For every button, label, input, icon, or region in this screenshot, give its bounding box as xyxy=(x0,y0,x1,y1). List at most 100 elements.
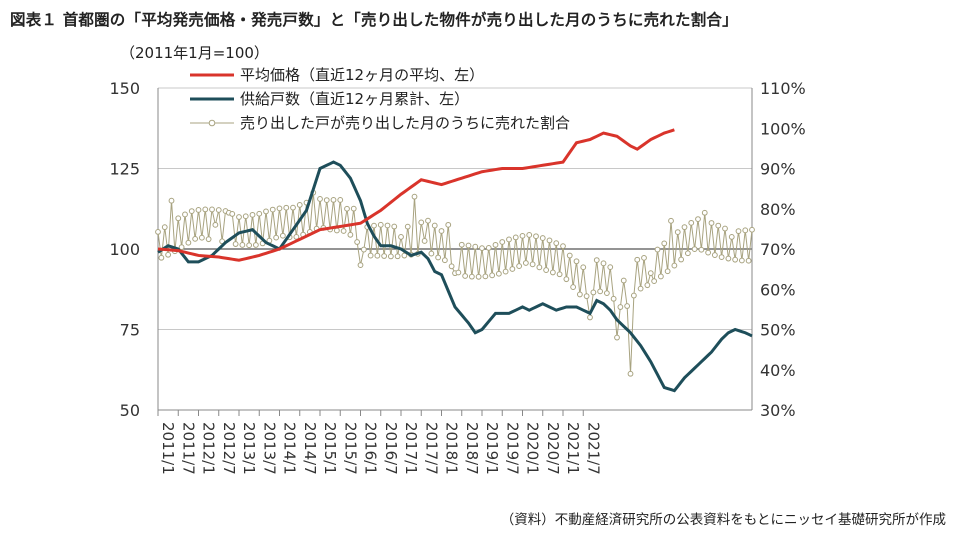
ratio-point xyxy=(637,285,644,292)
ratio-point xyxy=(202,206,209,213)
x-tick-label: 2018/1 xyxy=(443,422,461,475)
right-tick-label: 30% xyxy=(760,401,796,420)
ratio-point xyxy=(340,228,347,234)
ratio-point xyxy=(418,219,425,226)
ratio-point xyxy=(425,217,431,224)
ratio-point xyxy=(232,241,239,247)
right-tick-label: 50% xyxy=(760,321,796,340)
ratio-point xyxy=(158,254,165,261)
x-tick-label: 2017/7 xyxy=(422,422,440,475)
ratio-point xyxy=(192,235,199,242)
ratio-point xyxy=(411,193,418,200)
x-tick-label: 2018/7 xyxy=(463,422,481,475)
left-tick-label: 75 xyxy=(120,321,140,340)
ratio-point xyxy=(725,255,732,262)
x-tick-label: 2013/1 xyxy=(240,422,258,475)
ratio-point xyxy=(428,250,435,257)
ratio-point xyxy=(256,210,263,217)
ratio-point xyxy=(337,197,344,203)
ratio-point xyxy=(344,205,350,212)
x-tick-label: 2012/1 xyxy=(200,422,218,475)
ratio-line xyxy=(157,192,753,374)
ratio-point xyxy=(705,249,712,256)
ratio-point xyxy=(570,284,577,290)
ratio-point xyxy=(526,232,533,238)
ratio-point xyxy=(381,253,388,259)
ratio-point xyxy=(323,197,330,204)
ratio-point xyxy=(472,243,479,250)
ratio-point xyxy=(587,314,593,321)
x-tick-label: 2011/1 xyxy=(159,422,177,475)
ratio-point xyxy=(698,246,705,253)
legend-supply-label: 供給戸数（直近12ヶ月累計、左） xyxy=(240,90,469,108)
ratio-point xyxy=(246,242,253,249)
ratio-point xyxy=(539,235,546,241)
ratio-point xyxy=(661,240,668,247)
ratio-point xyxy=(678,256,685,263)
ratio-point xyxy=(357,262,364,269)
ratio-point xyxy=(367,252,374,259)
series-layer xyxy=(155,128,755,393)
ratio-point xyxy=(560,243,566,250)
ratio-point xyxy=(468,273,475,280)
ratio-point xyxy=(252,242,259,248)
ratio-point xyxy=(597,288,604,295)
ratio-point xyxy=(563,276,570,283)
ratio-point xyxy=(398,234,404,240)
ratio-point xyxy=(279,232,286,239)
ratio-point xyxy=(745,257,752,264)
ratio-point xyxy=(269,206,276,213)
ratio-point xyxy=(212,221,219,228)
ratio-point xyxy=(556,271,563,278)
ratio-point xyxy=(445,221,452,228)
right-tick-label: 70% xyxy=(760,240,796,259)
ratio-point xyxy=(229,211,236,217)
ratio-point xyxy=(519,232,526,239)
ratio-point xyxy=(330,196,337,203)
ratio-point xyxy=(735,228,742,235)
x-tick-label: 2020/1 xyxy=(524,422,542,475)
x-tick-label: 2013/7 xyxy=(260,422,278,475)
legend-ratio-label: 売り出した戸が売り出した月のうちに売れた割合 xyxy=(240,114,570,132)
legend-price-label: 平均価格（直近12ヶ月の平均、左） xyxy=(240,66,484,84)
ratio-point xyxy=(360,246,367,253)
ratio-point xyxy=(512,234,519,241)
x-tick-label: 2015/7 xyxy=(341,422,359,475)
left-tick-label: 150 xyxy=(109,79,140,98)
ratio-point xyxy=(634,256,641,263)
ratio-point xyxy=(290,204,296,211)
ratio-point xyxy=(641,254,647,261)
ratio-point xyxy=(742,227,749,234)
ratio-point xyxy=(695,216,701,222)
x-tick-label: 2016/1 xyxy=(362,422,380,475)
x-tick-label: 2021/7 xyxy=(584,422,602,475)
left-tick-label: 50 xyxy=(120,401,140,420)
ratio-point xyxy=(458,241,465,248)
ratio-point xyxy=(566,252,573,259)
ratio-point xyxy=(620,277,627,284)
ratio-point xyxy=(722,225,728,232)
ratio-point xyxy=(549,269,556,276)
x-tick-label: 2020/7 xyxy=(544,422,562,475)
ratio-point xyxy=(195,207,202,213)
supply-line xyxy=(157,160,753,393)
ratio-point xyxy=(522,260,529,266)
ratio-point xyxy=(506,236,512,243)
ratio-point xyxy=(610,295,617,302)
ratio-point xyxy=(583,293,590,300)
right-axis-ticks: 30% 40% 50% 60% 70% 80% 90% 100% 110% xyxy=(760,79,806,420)
right-tick-label: 90% xyxy=(760,160,796,179)
ratio-point xyxy=(239,242,246,248)
ratio-point xyxy=(263,208,269,215)
ratio-point xyxy=(347,231,354,238)
ratio-point xyxy=(668,217,674,224)
ratio-point xyxy=(441,257,448,264)
right-tick-label: 40% xyxy=(760,361,796,380)
right-tick-label: 100% xyxy=(760,119,806,138)
ratio-point xyxy=(691,246,698,253)
ratio-point xyxy=(185,239,192,246)
x-tick-label: 2021/1 xyxy=(564,422,582,475)
ratio-point xyxy=(215,207,222,213)
ratio-point xyxy=(684,250,691,257)
ratio-point xyxy=(499,239,506,245)
